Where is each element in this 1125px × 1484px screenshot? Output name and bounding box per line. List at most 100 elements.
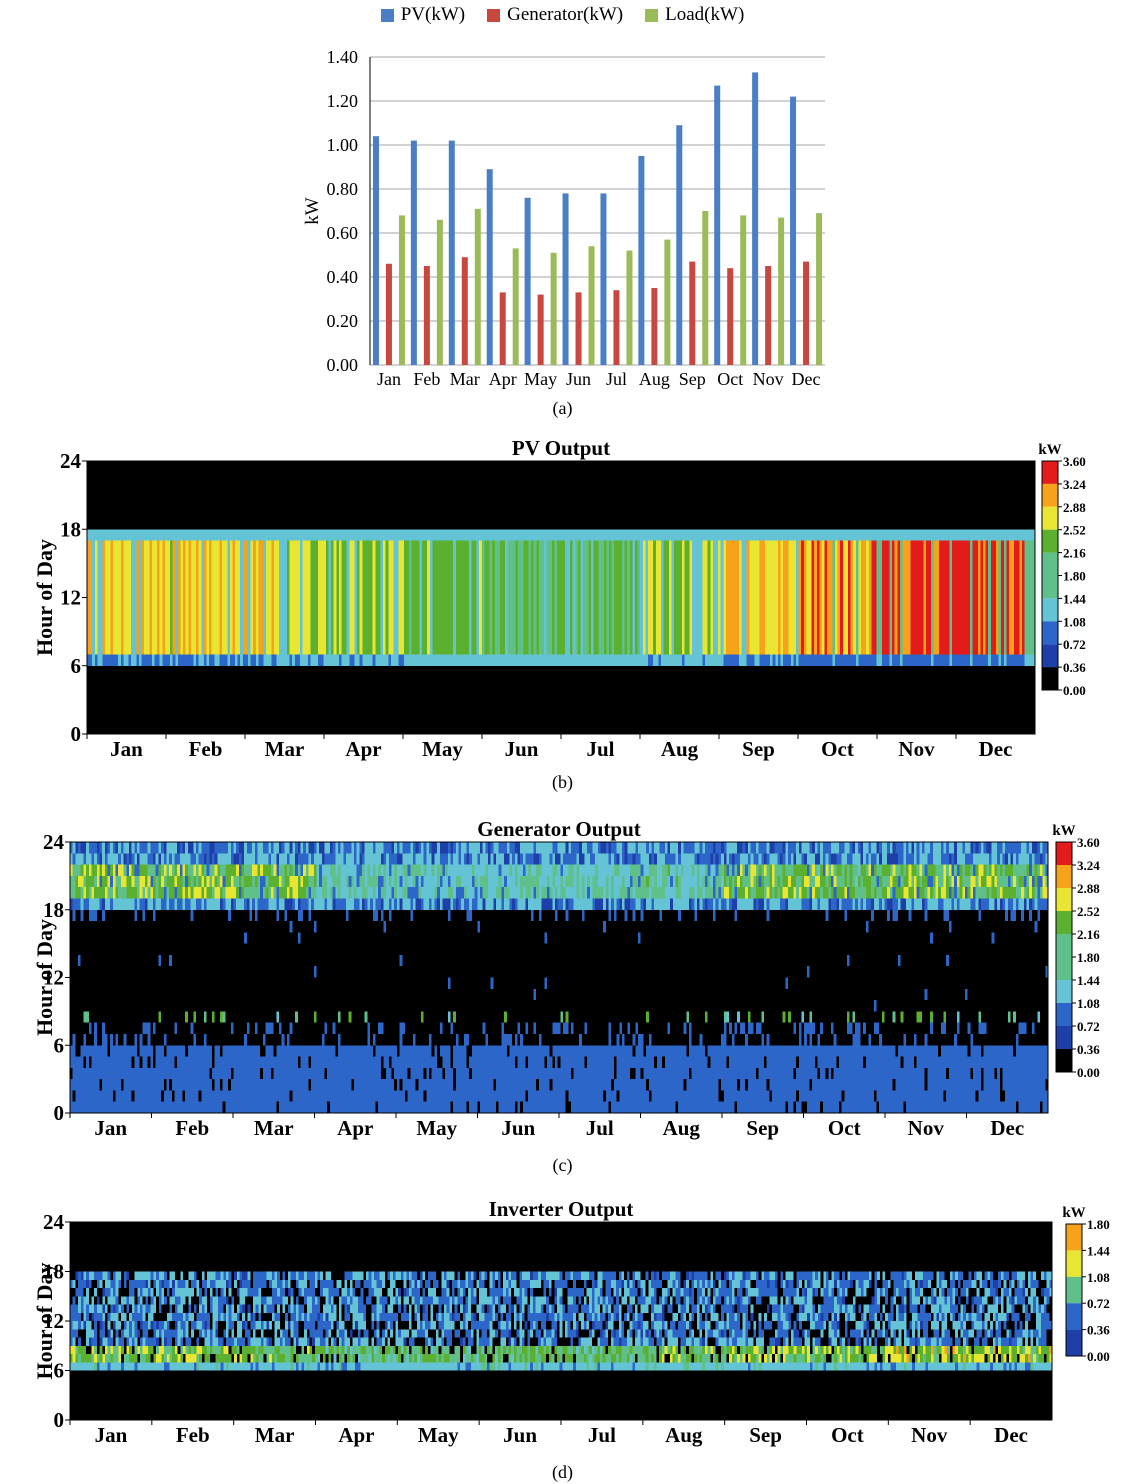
bar-generator-apr bbox=[499, 292, 506, 365]
colorbar-tick-label-4: 0.36 bbox=[1087, 1323, 1110, 1338]
pv-output-panel: PV Output 0 6 12 18 24 Hour of Day Jan Feb Mar Apr… bbox=[0, 432, 1125, 772]
colorbar-tick-label-2: 2.88 bbox=[1063, 500, 1086, 515]
generator-output-heatmap: Generator Output 0 6 12 18 24 Hour of Day Jan Fe… bbox=[32, 817, 1100, 1140]
x-tick-label-sep: Sep bbox=[749, 1423, 782, 1447]
y-tick-label-0: 0 bbox=[54, 1101, 65, 1125]
x-tick-label-apr: Apr bbox=[489, 369, 517, 389]
x-tick-label-jun: Jun bbox=[501, 1116, 535, 1140]
colorbar-segment-3 bbox=[1042, 529, 1058, 553]
bar-generator-jun bbox=[575, 292, 582, 365]
colorbar-segment-7 bbox=[1056, 1003, 1072, 1026]
colorbar-segment-6 bbox=[1042, 598, 1058, 622]
bar-load-jan bbox=[398, 215, 405, 365]
y-axis-label: Hour of Day bbox=[32, 919, 57, 1036]
bar-chart-legend: PV(kW) Generator(kW) Load(kW) bbox=[0, 4, 1125, 26]
colorbar-tick-label-4: 2.16 bbox=[1063, 546, 1086, 561]
y-tick-label-3: 18 bbox=[43, 898, 64, 922]
heatmap-canvas bbox=[70, 1222, 1052, 1420]
x-tick-label-jan: Jan bbox=[377, 369, 401, 389]
y-tick-label-0: 0.00 bbox=[327, 355, 359, 375]
y-tick-label-0: 0 bbox=[71, 722, 82, 746]
x-tick-label-feb: Feb bbox=[176, 1423, 210, 1447]
legend-swatch-pv bbox=[380, 8, 394, 22]
x-tick-label-mar: Mar bbox=[254, 1116, 294, 1140]
bar-load-mar bbox=[474, 208, 481, 365]
x-tick-label-feb: Feb bbox=[413, 369, 440, 389]
y-tick-label-2: 12 bbox=[60, 586, 81, 610]
bar-pv-feb bbox=[410, 140, 417, 365]
colorbar-segment-2 bbox=[1066, 1276, 1082, 1304]
colorbar-segment-4 bbox=[1056, 934, 1072, 957]
colorbar-segment-3 bbox=[1066, 1303, 1082, 1330]
colorbar-unit: kW bbox=[1062, 1205, 1085, 1221]
y-tick-label-4: 24 bbox=[43, 1210, 65, 1234]
y-tick-label-4: 24 bbox=[60, 449, 82, 473]
colorbar-segment-2 bbox=[1042, 506, 1058, 530]
y-tick-label-1: 0.20 bbox=[327, 311, 359, 331]
bar-load-feb bbox=[436, 219, 443, 365]
y-tick-label-2: 12 bbox=[43, 1309, 64, 1333]
y-axis-label: kW bbox=[302, 197, 323, 225]
x-tick-label-jul: Jul bbox=[586, 1116, 614, 1140]
colorbar-tick-label-7: 1.08 bbox=[1063, 614, 1086, 629]
y-tick-label-5: 1.00 bbox=[327, 135, 359, 155]
bar-generator-jan bbox=[385, 263, 392, 365]
colorbar-segment-9 bbox=[1042, 667, 1058, 690]
x-tick-label-nov: Nov bbox=[911, 1423, 948, 1447]
heatmap-canvas bbox=[87, 461, 1035, 734]
x-tick-label-may: May bbox=[418, 1423, 459, 1447]
heatmap-cells bbox=[70, 1222, 1052, 1420]
x-tick-label-nov: Nov bbox=[753, 369, 784, 389]
bar-pv-nov bbox=[752, 72, 759, 366]
colorbar-segment-0 bbox=[1042, 461, 1058, 484]
legend-label-pv: PV(kW) bbox=[400, 4, 466, 25]
colorbar-frame bbox=[1065, 1223, 1083, 1357]
bar-generator-feb bbox=[423, 266, 430, 365]
colorbar-unit: kW bbox=[1038, 442, 1061, 458]
bar-load-may bbox=[550, 252, 557, 365]
y-tick-label-1: 6 bbox=[54, 1033, 65, 1057]
x-tick-label-jun: Jun bbox=[566, 369, 591, 389]
heatmap-title: Generator Output bbox=[477, 817, 641, 841]
bar-load-sep bbox=[702, 211, 709, 365]
x-tick-label-feb: Feb bbox=[189, 737, 223, 761]
bar-chart-panel: 0.00 0.20 0.40 0.60 0.80 1.00 1.20 1.40 kW Jan Feb… bbox=[0, 0, 1125, 390]
bar-load-oct bbox=[740, 215, 747, 365]
bar-load-nov bbox=[778, 217, 785, 365]
legend-item-generator: Generator(kW) bbox=[487, 4, 623, 26]
x-tick-label-may: May bbox=[524, 369, 557, 389]
heatmap-cells bbox=[70, 842, 1048, 1113]
colorbar-segment-0 bbox=[1066, 1224, 1082, 1251]
bar-pv-may bbox=[524, 197, 531, 365]
colorbar-tick-label-9: 0.36 bbox=[1077, 1042, 1100, 1057]
bar-generator-may bbox=[537, 294, 544, 365]
colorbar-tick-label-0: 1.80 bbox=[1087, 1217, 1110, 1232]
y-axis-label: Hour of Day bbox=[32, 539, 57, 656]
x-tick-label-dec: Dec bbox=[979, 737, 1013, 761]
generator-output-panel: Generator Output 0 6 12 18 24 Hour of Day Jan Fe… bbox=[0, 806, 1125, 1152]
x-tick-label-aug: Aug bbox=[661, 737, 699, 761]
caption-b: (b) bbox=[552, 772, 573, 792]
colorbar-tick-label-2: 2.88 bbox=[1077, 881, 1100, 896]
legend-item-load: Load(kW) bbox=[645, 4, 744, 26]
x-tick-label-may: May bbox=[416, 1116, 457, 1140]
colorbar-tick-label-0: 3.60 bbox=[1077, 835, 1100, 850]
caption-d: (d) bbox=[552, 1462, 573, 1482]
pv-output-heatmap: PV Output 0 6 12 18 24 Hour of Day Jan Feb Mar Apr… bbox=[32, 436, 1086, 761]
colorbar-tick-label-5: 1.80 bbox=[1077, 950, 1100, 965]
y-tick-label-3: 18 bbox=[43, 1260, 64, 1284]
y-axis-label: Hour of Day bbox=[32, 1263, 57, 1380]
bar-pv-dec bbox=[790, 96, 797, 365]
y-tick-label-7: 1.40 bbox=[327, 47, 359, 67]
x-tick-label-nov: Nov bbox=[908, 1116, 945, 1140]
bar-generator-jul bbox=[613, 290, 620, 365]
x-tick-label-jun: Jun bbox=[503, 1423, 537, 1447]
heatmap-cells bbox=[87, 461, 1035, 734]
x-tick-label-jul: Jul bbox=[588, 1423, 616, 1447]
colorbar-tick-label-10: 0.00 bbox=[1077, 1065, 1100, 1080]
colorbar-segment-9 bbox=[1056, 1049, 1072, 1072]
colorbar-tick-label-1: 1.44 bbox=[1087, 1243, 1110, 1258]
colorbar-tick-label-3: 2.52 bbox=[1077, 904, 1100, 919]
x-tick-label-sep: Sep bbox=[742, 737, 775, 761]
colorbar-tick-label-9: 0.36 bbox=[1063, 660, 1086, 675]
